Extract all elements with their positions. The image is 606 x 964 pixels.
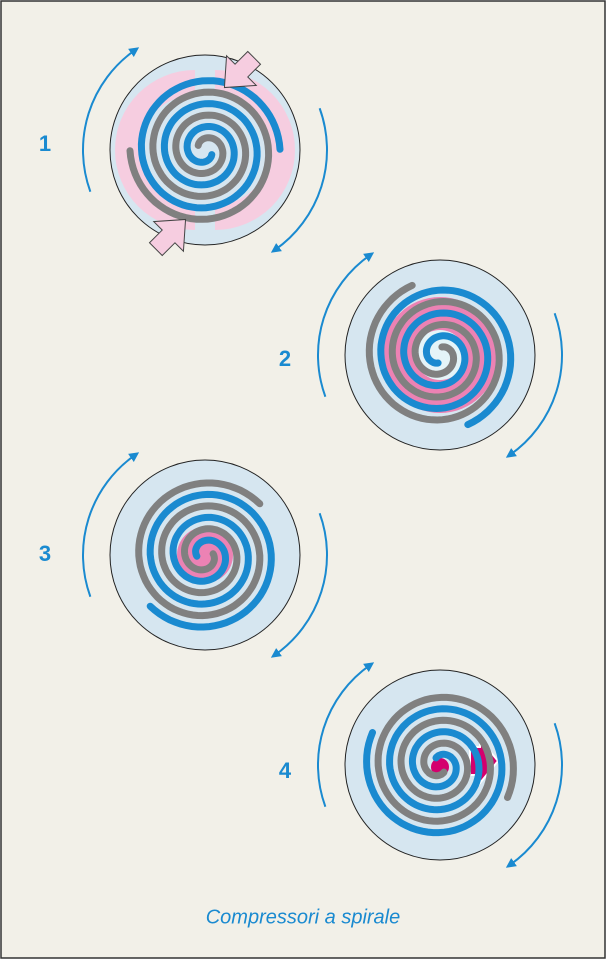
scroll-fixed — [365, 281, 503, 424]
step-label: 4 — [279, 758, 292, 783]
scroll-orbiting — [363, 705, 506, 837]
rotation-arrow — [270, 512, 328, 658]
scroll-orbiting — [377, 286, 515, 429]
scroll-fixed — [374, 693, 517, 825]
rotation-arrow — [317, 252, 375, 398]
rotation-arrow — [505, 312, 563, 458]
intake-arrow — [148, 218, 187, 257]
artwork — [82, 47, 563, 868]
pocket — [215, 70, 295, 230]
scroll-fixed — [126, 88, 273, 223]
scroll-fixed — [135, 479, 264, 620]
step-label: 2 — [279, 346, 291, 371]
rotation-arrow — [82, 452, 140, 598]
pocket — [115, 70, 195, 230]
rotation-arrow — [270, 107, 328, 253]
rotation-arrow — [82, 47, 140, 193]
rotation-arrow — [505, 722, 563, 868]
intake-arrow — [223, 50, 262, 89]
scroll-orbiting — [146, 490, 275, 631]
scroll-orbiting — [137, 77, 284, 212]
step-label: 1 — [39, 131, 51, 156]
rotation-arrow — [317, 662, 375, 808]
step-label: 3 — [39, 541, 51, 566]
caption: Compressori a spirale — [206, 906, 401, 928]
